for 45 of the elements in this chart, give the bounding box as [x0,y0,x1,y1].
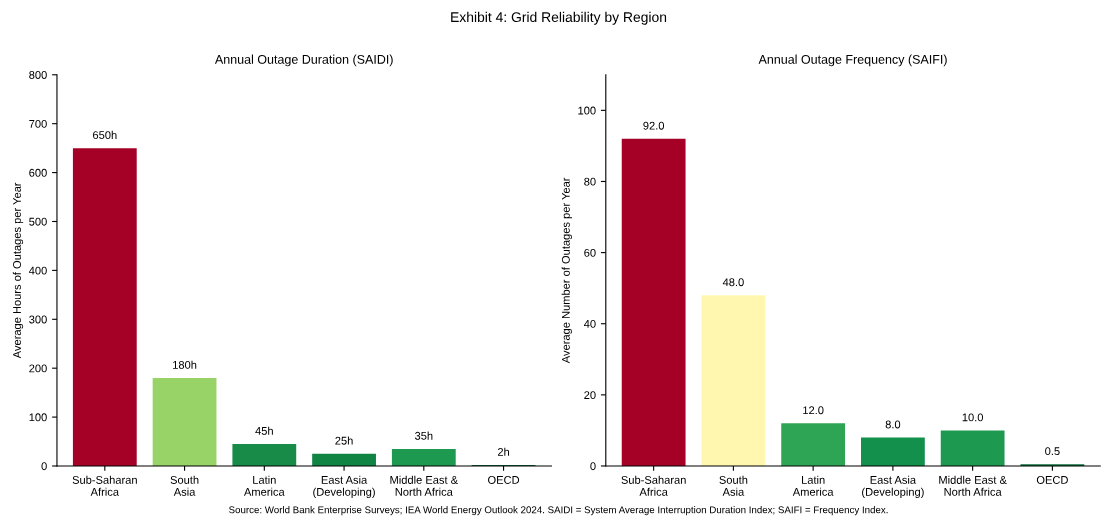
source-note: Source: World Bank Enterprise Surveys; IEA World Energy Outlook 2024. SAIDI = System Average Interruption Duration Index; SAIFI = Frequency Index. [229,506,888,516]
data-label: 10.0 [962,413,984,422]
x-tick-label: OECD [1036,476,1068,484]
y-tick-label: 500 [29,217,47,226]
x-tick-label: South Asia [170,475,199,496]
y-tick-label: 60 [584,248,596,257]
data-label: 8.0 [885,420,901,429]
data-label: 180h [173,360,197,369]
x-tick-label: Middle East & North Africa [939,475,1007,496]
x-tick-label: OECD [488,476,520,484]
y-tick-label: 400 [28,266,47,275]
x-tick-label: Middle East & North Africa [390,475,458,496]
y-tick-label: 0 [590,462,596,471]
x-tick-label: South Asia [719,475,748,496]
y-tick-label: 800 [29,71,47,79]
y-tick-label: 200 [29,364,47,373]
y-tick-label: 700 [29,119,47,128]
data-label: 45h [255,426,273,435]
y-tick-label: 100 [29,413,47,422]
x-tick-label: East Asia (Developing) [862,475,924,499]
x-tick-label: East Asia (Developing) [313,475,375,499]
data-label: 12.0 [803,406,824,415]
chart-title: Annual Outage Frequency (SAIFI) [758,54,947,67]
y-tick-label: 300 [29,315,47,324]
y-tick-label: 20 [584,391,596,399]
y-tick-label: 100 [578,106,596,115]
data-label: 2h [497,447,510,456]
data-label: 92.0 [643,121,665,130]
x-tick-label: Sub-Saharan Africa [621,475,686,496]
y-tick-label: 40 [583,320,596,328]
y-tick-label: 80 [584,177,596,186]
y-axis-title: Average Hours of Outages per Year [12,182,24,359]
x-tick-label: Sub-Saharan Africa [72,475,137,496]
y-axis-title: Average Number of Outages per Year [561,177,572,364]
chart-title: Annual Outage Duration (SAIDI) [214,54,393,67]
data-label: 25h [335,436,353,445]
text: Exhibit 4: Grid Reliability by Region [451,11,667,25]
data-label: 650h [93,130,117,139]
data-label: 0.5 [1045,447,1060,456]
data-label: 48.0 [722,278,744,287]
x-tick-label: Latin America [792,475,834,496]
y-tick-label: 0 [41,462,47,471]
data-label: 35h [414,431,433,440]
y-tick-label: 600 [29,168,47,177]
x-tick-label: Latin America [243,475,285,496]
